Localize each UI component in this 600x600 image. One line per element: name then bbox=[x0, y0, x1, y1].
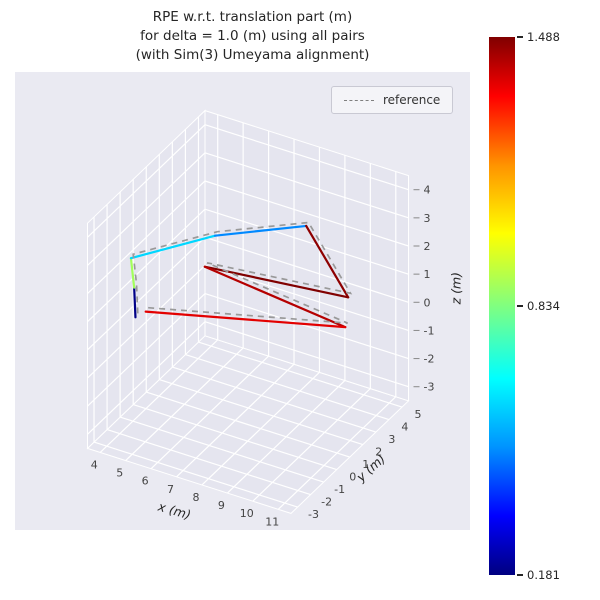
colorbar-tick-mid: 0.834 bbox=[517, 299, 560, 313]
colorbar-gradient bbox=[489, 37, 515, 575]
legend-label-reference: reference bbox=[383, 93, 441, 107]
svg-text:-1: -1 bbox=[424, 324, 435, 337]
svg-text:y (m): y (m) bbox=[353, 451, 389, 485]
colorbar: 1.488 0.834 0.181 bbox=[489, 30, 589, 582]
svg-text:11: 11 bbox=[265, 515, 279, 528]
svg-text:x (m): x (m) bbox=[156, 498, 193, 522]
chart-title-line-2: for delta = 1.0 (m) using all pairs bbox=[140, 28, 365, 45]
svg-text:0: 0 bbox=[349, 471, 356, 484]
colorbar-tick-min: 0.181 bbox=[517, 568, 560, 582]
chart-title-line-3: (with Sim(3) Umeyama alignment) bbox=[135, 47, 370, 64]
reference-dashed-line-sample bbox=[344, 99, 374, 101]
svg-text:4: 4 bbox=[401, 421, 408, 434]
svg-text:4: 4 bbox=[424, 184, 431, 197]
svg-text:5: 5 bbox=[415, 408, 422, 421]
svg-text:6: 6 bbox=[142, 475, 149, 488]
svg-text:5: 5 bbox=[116, 467, 123, 480]
svg-text:4: 4 bbox=[91, 458, 98, 471]
svg-text:1: 1 bbox=[424, 268, 431, 281]
trajectory-estimate bbox=[129, 224, 350, 329]
grid-lines bbox=[87, 114, 409, 510]
svg-text:3: 3 bbox=[388, 433, 395, 446]
colorbar-tickmark bbox=[517, 36, 523, 38]
colorbar-tick-max: 1.488 bbox=[517, 30, 560, 44]
axes-panes bbox=[86, 109, 410, 514]
svg-text:10: 10 bbox=[240, 507, 254, 520]
svg-text:8: 8 bbox=[193, 491, 200, 504]
svg-text:7: 7 bbox=[167, 483, 174, 496]
chart-title: RPE w.r.t. translation part (m) for delt… bbox=[0, 8, 505, 65]
svg-text:1: 1 bbox=[362, 458, 369, 471]
svg-text:3: 3 bbox=[424, 212, 431, 225]
svg-text:-3: -3 bbox=[308, 508, 319, 521]
svg-text:2: 2 bbox=[375, 446, 382, 459]
svg-text:z (m): z (m) bbox=[449, 272, 464, 305]
colorbar-tick-mid-label: 0.834 bbox=[527, 299, 560, 313]
colorbar-tick-max-label: 1.488 bbox=[527, 30, 560, 44]
svg-text:-1: -1 bbox=[334, 483, 345, 496]
svg-text:-3: -3 bbox=[424, 381, 435, 394]
svg-text:0: 0 bbox=[424, 296, 431, 309]
svg-text:2: 2 bbox=[424, 240, 431, 253]
colorbar-tick-min-label: 0.181 bbox=[527, 568, 560, 582]
svg-text:-2: -2 bbox=[424, 353, 435, 366]
svg-text:-2: -2 bbox=[321, 496, 332, 509]
legend: reference bbox=[331, 86, 454, 114]
colorbar-tickmark bbox=[517, 305, 523, 307]
colorbar-tickmark bbox=[517, 574, 523, 576]
chart-title-line-1: RPE w.r.t. translation part (m) bbox=[152, 9, 353, 25]
svg-text:9: 9 bbox=[218, 499, 225, 512]
